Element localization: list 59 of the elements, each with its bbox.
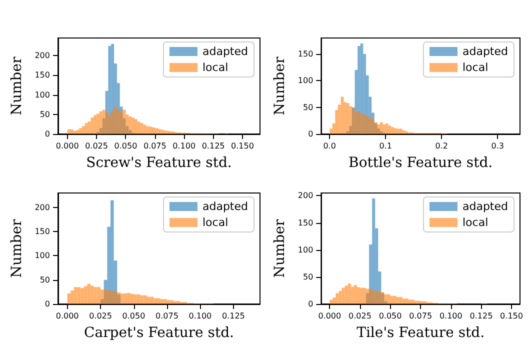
x-axis-title: Screw's Feature std. <box>86 155 232 171</box>
x-tick-label: 0.125 <box>470 312 493 320</box>
x-axis-title: Bottle's Feature std. <box>348 155 493 171</box>
x-tick-label: 0.025 <box>348 312 372 320</box>
legend-label: local <box>462 216 488 229</box>
y-tick-label: 100 <box>298 245 314 254</box>
legend-label: adapted <box>202 45 248 58</box>
x-tick-label: 0.050 <box>378 312 402 320</box>
y-tick-label: 0 <box>308 130 314 138</box>
x-tick-label: 0.050 <box>114 142 138 150</box>
x-tick-label: 0.125 <box>202 142 225 150</box>
x-tick-label: 0.000 <box>318 312 342 320</box>
x-tick-label: 0.125 <box>222 312 245 320</box>
y-axis-title: Number <box>272 218 288 278</box>
x-tick-label: 0.075 <box>143 142 166 150</box>
x-tick-label: 0.150 <box>231 142 254 150</box>
x-axis-title: Carpet's Feature std. <box>84 325 234 341</box>
y-axis-title: Number <box>8 218 25 278</box>
legend-label: local <box>202 216 228 229</box>
y-tick-label: 0 <box>44 300 50 308</box>
x-tick-label: 0.000 <box>56 312 79 320</box>
x-tick-label: 0.150 <box>500 312 523 320</box>
y-tick-label: 200 <box>34 51 50 60</box>
y-tick-label: 50 <box>40 110 50 119</box>
y-axis-title: Number <box>272 56 288 116</box>
y-tick-label: 50 <box>40 275 50 284</box>
x-tick-label: 0.075 <box>409 312 432 320</box>
y-tick-label: 100 <box>34 251 50 260</box>
legend-label: local <box>202 61 228 74</box>
x-tick-label: 0.1 <box>379 142 392 150</box>
y-tick-label: 150 <box>34 70 50 80</box>
x-tick-label: 0.075 <box>156 312 178 320</box>
legend-label: adapted <box>462 200 508 213</box>
y-tick-label: 50 <box>302 102 314 112</box>
y-tick-label: 200 <box>298 191 314 200</box>
y-tick-label: 100 <box>34 90 50 100</box>
y-tick-label: 50 <box>302 272 314 282</box>
x-tick-label: 0.2 <box>435 142 448 150</box>
x-tick-label: 0.100 <box>188 312 212 320</box>
x-axis-title: Tile's Feature std. <box>356 325 485 341</box>
x-tick-label: 0.100 <box>172 142 196 150</box>
x-tick-label: 0.025 <box>89 312 112 320</box>
x-tick-label: 0.100 <box>439 312 462 320</box>
x-tick-label: 0.025 <box>85 142 108 150</box>
x-tick-label: 0.0 <box>323 142 336 150</box>
x-tick-label: 0.000 <box>56 142 79 150</box>
y-tick-label: 150 <box>298 218 314 228</box>
legend-label: adapted <box>202 200 248 213</box>
x-tick-label: 0.050 <box>122 312 146 320</box>
legend-label: local <box>462 61 488 74</box>
y-tick-label: 0 <box>44 130 50 138</box>
y-tick-label: 150 <box>34 227 50 236</box>
y-tick-label: 0 <box>308 300 314 308</box>
y-tick-label: 100 <box>298 76 314 86</box>
y-axis-title: Number <box>8 56 25 116</box>
y-tick-label: 150 <box>298 50 314 58</box>
y-tick-label: 200 <box>34 202 50 212</box>
x-tick-label: 0.3 <box>491 142 504 150</box>
legend-label: adapted <box>462 45 508 58</box>
